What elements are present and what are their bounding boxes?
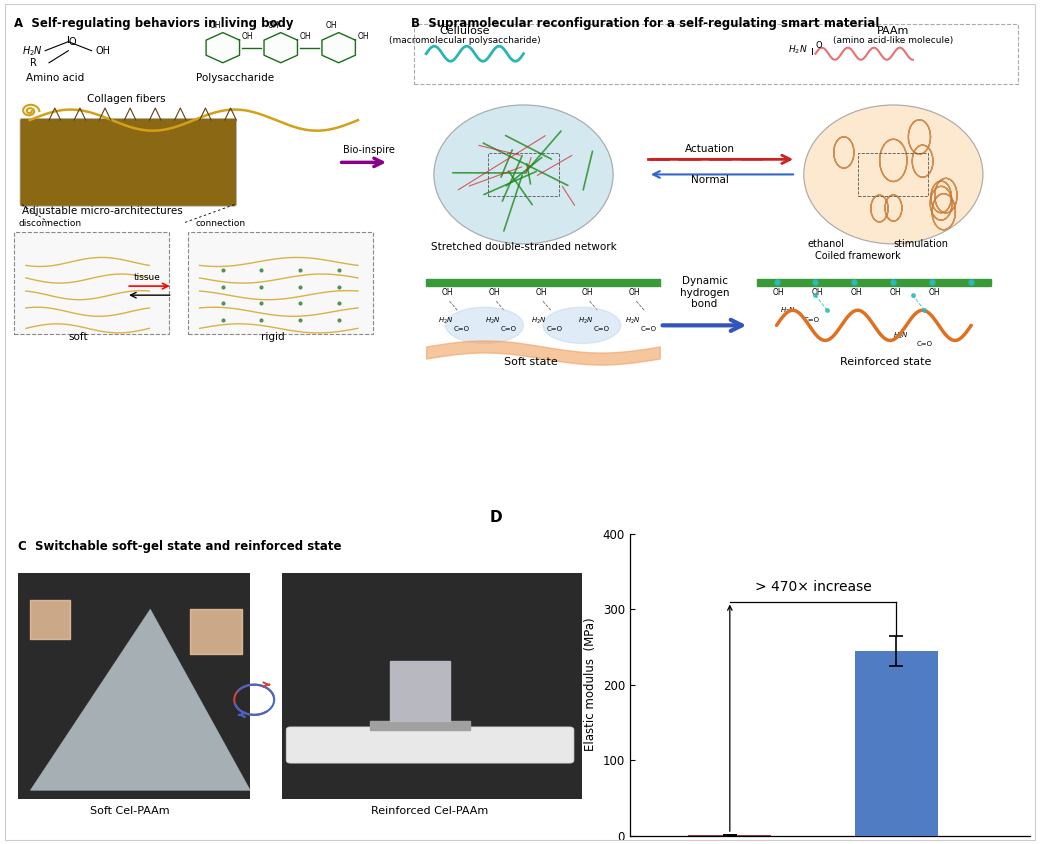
- Text: PAAm: PAAm: [877, 26, 910, 36]
- FancyBboxPatch shape: [282, 573, 582, 799]
- Text: connection: connection: [196, 219, 245, 228]
- Text: disconnection: disconnection: [18, 219, 81, 228]
- Text: Actuation: Actuation: [685, 143, 735, 154]
- Text: $H_2N$: $H_2N$: [788, 43, 808, 56]
- Text: rigid: rigid: [261, 333, 285, 343]
- Text: OH: OH: [929, 288, 940, 297]
- Bar: [370, 721, 470, 730]
- Text: C=O: C=O: [916, 342, 933, 348]
- Text: C=O: C=O: [641, 327, 656, 333]
- Text: C=O: C=O: [547, 327, 563, 333]
- Bar: [858, 154, 929, 196]
- Text: (macromolecular polysaccharide): (macromolecular polysaccharide): [389, 36, 541, 45]
- FancyBboxPatch shape: [415, 24, 1018, 84]
- FancyBboxPatch shape: [188, 232, 373, 334]
- Text: A  Self-regulating behaviors in living body: A Self-regulating behaviors in living bo…: [15, 18, 293, 30]
- Text: $H_2N$: $H_2N$: [780, 306, 796, 316]
- Text: OH: OH: [442, 288, 453, 297]
- Text: Soft state: Soft state: [504, 356, 558, 366]
- Text: Soft Cel-PAAm: Soft Cel-PAAm: [90, 806, 171, 816]
- Text: OH: OH: [326, 21, 337, 30]
- Text: O: O: [815, 41, 822, 50]
- Text: > 470× increase: > 470× increase: [755, 580, 872, 594]
- Text: C=O: C=O: [500, 327, 516, 333]
- Polygon shape: [264, 33, 297, 62]
- Text: O: O: [69, 36, 76, 46]
- Text: B  Supramolecular reconfiguration for a self-regulating smart material: B Supramolecular reconfiguration for a s…: [411, 18, 879, 30]
- Text: $H_2N$: $H_2N$: [893, 330, 909, 341]
- Text: OH: OH: [889, 288, 901, 297]
- Text: tissue: tissue: [134, 273, 161, 282]
- Text: $H_2N$: $H_2N$: [531, 316, 547, 326]
- Bar: [757, 279, 991, 286]
- FancyBboxPatch shape: [20, 119, 236, 206]
- FancyBboxPatch shape: [286, 727, 574, 763]
- Text: Coiled framework: Coiled framework: [815, 251, 902, 261]
- Ellipse shape: [445, 307, 523, 344]
- Text: OH: OH: [242, 31, 254, 41]
- Text: Dynamic
hydrogen
bond: Dynamic hydrogen bond: [680, 276, 729, 309]
- Text: OH: OH: [301, 31, 312, 41]
- Text: $H_2N$: $H_2N$: [625, 316, 641, 326]
- Text: OH: OH: [773, 288, 784, 297]
- FancyBboxPatch shape: [19, 573, 251, 799]
- Text: C=O: C=O: [453, 327, 469, 333]
- Text: OH: OH: [811, 288, 824, 297]
- Text: Normal: Normal: [692, 176, 729, 186]
- Text: Polysaccharide: Polysaccharide: [196, 73, 274, 83]
- Text: $H_2N$: $H_2N$: [485, 316, 500, 326]
- Text: OH: OH: [536, 288, 547, 297]
- Text: $H_2N$: $H_2N$: [438, 316, 453, 326]
- Text: OH: OH: [851, 288, 862, 297]
- Text: OH: OH: [582, 288, 594, 297]
- Text: R: R: [30, 57, 36, 68]
- Text: D: D: [490, 510, 502, 525]
- Circle shape: [804, 105, 983, 244]
- Polygon shape: [322, 33, 356, 62]
- Bar: [855, 651, 938, 836]
- Text: ethanol: ethanol: [808, 239, 844, 249]
- Text: soft: soft: [69, 333, 88, 343]
- Text: Bio-inspire: Bio-inspire: [342, 145, 394, 155]
- Text: Reinforced Cel-PAAm: Reinforced Cel-PAAm: [371, 806, 489, 816]
- Text: C=O: C=O: [594, 327, 609, 333]
- Text: $H_2N$: $H_2N$: [578, 316, 594, 326]
- Polygon shape: [30, 609, 251, 790]
- Text: Cellulose: Cellulose: [440, 26, 490, 36]
- Text: Adjustable micro-architectures: Adjustable micro-architectures: [22, 206, 183, 216]
- Text: OH: OH: [489, 288, 500, 297]
- Text: Stretched double-stranded network: Stretched double-stranded network: [431, 242, 617, 252]
- Ellipse shape: [543, 307, 621, 344]
- FancyBboxPatch shape: [15, 232, 168, 334]
- Text: OH: OH: [358, 31, 369, 41]
- Text: stimulation: stimulation: [893, 239, 948, 249]
- Bar: [426, 279, 659, 286]
- Text: OH: OH: [267, 21, 279, 30]
- Text: (amino acid-like molecule): (amino acid-like molecule): [833, 36, 954, 45]
- Text: OH: OH: [628, 288, 641, 297]
- Polygon shape: [206, 33, 239, 62]
- Y-axis label: Elastic modulus  (MPa): Elastic modulus (MPa): [584, 618, 597, 751]
- Text: Amino acid: Amino acid: [26, 73, 84, 83]
- Bar: [390, 661, 450, 721]
- Text: OH: OH: [96, 46, 110, 56]
- Text: Collagen fibers: Collagen fibers: [87, 94, 165, 104]
- Bar: [489, 154, 558, 196]
- Text: $H_2N$: $H_2N$: [22, 44, 43, 57]
- Circle shape: [434, 105, 613, 244]
- Text: OH: OH: [209, 21, 220, 30]
- Text: Reinforced state: Reinforced state: [840, 356, 931, 366]
- Text: C  Switchable soft-gel state and reinforced state: C Switchable soft-gel state and reinforc…: [19, 540, 342, 553]
- Text: C=O: C=O: [804, 317, 820, 323]
